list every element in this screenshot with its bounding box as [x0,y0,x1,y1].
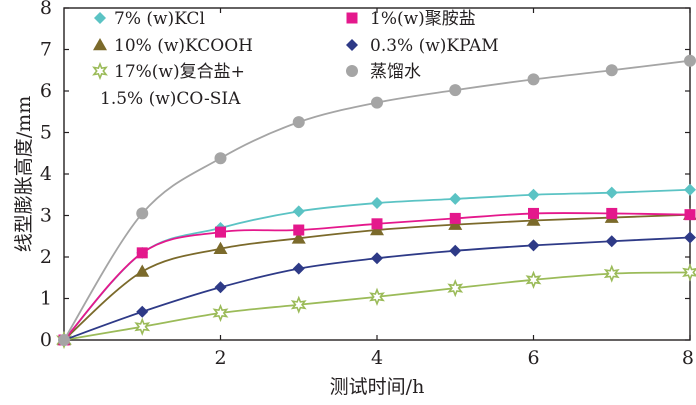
legend: 7% (w)KCl 10% (w)KCOOH 17%(w)复合盐+ 1.5% (w)C… [92,9,499,109]
data-point [293,224,305,236]
y-tick-label: 5 [40,122,52,144]
legend-marker [94,12,106,24]
y-tick-label: 6 [40,80,52,102]
series-2 [56,263,696,350]
data-point [292,205,305,218]
legend-label: 10% (w)KCOOH [114,36,253,56]
legend-label-line2: 1.5% (w)CO-SIA [100,89,241,109]
legend-label: 蒸馏水 [370,62,421,82]
data-point [292,262,305,275]
series-line [63,213,691,341]
data-point [605,186,618,199]
data-point [527,73,540,86]
legend-label: 0.3% (w)KPAM [370,36,499,56]
series-5 [58,54,696,346]
legend-marker [346,65,358,77]
legend-item: 蒸馏水 [346,62,421,82]
data-point [290,295,307,314]
series-line [63,188,691,341]
legend-item: 0.3% (w)KPAM [346,36,499,56]
data-point [528,207,539,219]
y-tick-label: 3 [40,205,52,227]
data-point [136,207,149,220]
legend-item: 17%(w)复合盐+ 1.5% (w)CO-SIA [92,61,245,109]
data-point [135,264,150,277]
legend-label: 17%(w)复合盐+ [114,62,245,82]
data-point [525,270,542,289]
x-tick-label: 4 [371,347,383,369]
legend-marker [92,61,108,81]
axes: 0 1 2 3 4 5 6 7 8 2 4 6 8 [40,0,694,369]
data-point [214,152,227,165]
legend-marker [93,38,107,51]
x-tick-label: 8 [682,347,694,369]
data-point [684,209,696,221]
y-tick-label: 4 [40,163,52,185]
legend-marker [346,39,358,51]
y-tick-label: 0 [40,329,52,351]
data-point [603,264,620,283]
y-axis-label: 线型膨胀高度/mm [13,96,35,252]
data-point [449,84,462,97]
data-point [371,197,383,210]
legend-item: 10% (w)KCOOH [93,36,253,56]
data-point [527,188,540,201]
data-point [134,317,151,336]
y-tick-label: 7 [40,39,52,61]
data-point [684,183,696,196]
data-point [526,213,541,226]
legend-label: 1%(w)聚胺盐 [370,9,476,29]
data-point [684,231,696,244]
data-point [447,278,464,298]
data-point [58,334,70,346]
data-point [213,241,228,254]
data-point [371,96,383,109]
series-layer [56,54,696,350]
data-point [606,207,618,219]
y-tick-label: 1 [40,288,52,310]
data-point [371,218,383,230]
x-tick-label: 6 [527,347,539,369]
data-point [371,252,383,265]
y-tick-label: 2 [40,246,52,268]
data-point [136,305,149,318]
legend-label: 7% (w)KCl [114,9,205,29]
data-point [684,54,696,67]
data-point [449,192,462,205]
data-point [214,281,227,294]
data-point [605,235,618,248]
data-point [291,231,306,244]
legend-item: 7% (w)KCl [94,9,205,29]
y-tick-label: 8 [40,0,52,19]
data-point [136,247,148,259]
legend-marker [346,12,358,24]
legend-item: 1%(w)聚胺盐 [346,9,476,29]
data-point [605,64,618,77]
data-point [212,303,229,323]
data-point [449,212,461,224]
data-point [682,263,696,282]
data-point [449,244,462,257]
x-axis-label: 测试时间/h [330,376,425,398]
data-point [292,116,305,129]
x-tick-label: 2 [214,347,226,369]
data-point [369,287,385,307]
data-point [527,239,540,252]
data-point [215,226,226,238]
